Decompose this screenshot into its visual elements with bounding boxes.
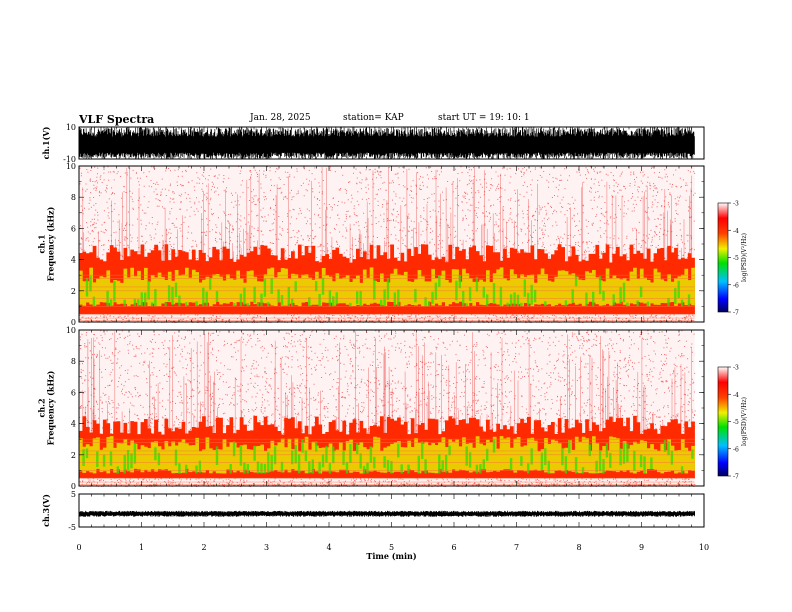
ch1-waveform-trace (78, 127, 695, 159)
y-tick-label: 10 (66, 123, 76, 132)
x-tick-label: 6 (451, 543, 456, 552)
y-tick-label: 0 (71, 482, 76, 491)
x-tick-label: 9 (639, 543, 644, 552)
y-tick-label: 2 (71, 287, 76, 296)
y-tick-label: 2 (71, 451, 76, 460)
y-tick-label: 0 (71, 318, 76, 327)
x-tick-label: 7 (514, 543, 519, 552)
colorbar-label: log(PSD)(V²/Hz) (741, 397, 748, 446)
colorbar-tick-label: -5 (733, 419, 739, 426)
x-tick-label: 2 (201, 543, 206, 552)
x-tick-label: 8 (576, 543, 581, 552)
y-axis-label: ch.1 (37, 234, 47, 253)
y-tick-label: 10 (66, 326, 76, 335)
colorbar-label: log(PSD)(V²/Hz) (741, 233, 748, 282)
colorbar-2 (717, 366, 729, 477)
y-tick-label: 6 (71, 388, 76, 397)
y-tick-label: 8 (71, 357, 76, 366)
colorbar-tick-label: -3 (733, 201, 739, 208)
y-tick-label: 5 (71, 490, 76, 499)
colorbar-tick-label: -3 (733, 365, 739, 372)
y-axis-label: ch.1(V) (41, 126, 51, 159)
colorbar-tick-label: -4 (733, 228, 739, 235)
colorbars: -3 -4 -5 -6 -7 log(PSD)(V²/Hz) -3 -4 -5 -6 -7 log(P… (717, 201, 748, 481)
spectrogram-green-band (82, 439, 694, 474)
colorbar-tick-label: -6 (733, 446, 739, 453)
x-tick-label: 1 (139, 543, 144, 552)
spectrogram-noise (79, 330, 696, 487)
colorbar-tick-label: -5 (733, 255, 739, 262)
ch3-waveform-trace (78, 510, 695, 517)
y-tick-label: -10 (63, 155, 76, 164)
chart-title: VLF Spectra (79, 113, 155, 126)
x-tick-label: 10 (699, 543, 709, 552)
ch1-waveform-plot (78, 127, 695, 159)
x-tick-label: 0 (76, 543, 81, 552)
y-tick-label: 6 (71, 224, 76, 233)
colorbar-tick-label: -6 (733, 282, 739, 289)
y-tick-label: 4 (71, 420, 76, 429)
colorbar-tick-label: -7 (733, 474, 739, 481)
date-label: Jan. 28, 2025 (250, 113, 311, 123)
y-tick-label: 10 (66, 162, 76, 171)
y-tick-label: 8 (71, 193, 76, 202)
y-axis-label: ch.3(V) (41, 494, 51, 527)
x-tick-label: 3 (264, 543, 269, 552)
y-tick-label: -5 (68, 523, 76, 532)
colorbar-tick-label: -4 (733, 392, 739, 399)
colorbar-tick-label: -7 (733, 310, 739, 317)
y-axis-label: Frequency (kHz) (46, 206, 56, 281)
y-tick-label: 4 (71, 256, 76, 265)
x-axis-label: Time (min) (366, 551, 416, 561)
station-label: station= KAP (343, 113, 404, 123)
ch1-spectrogram-plot (79, 166, 696, 323)
y-axis-label: ch.2 (37, 398, 47, 417)
ch2-spectrogram-plot (79, 330, 696, 487)
y-axis-label: Frequency (kHz) (46, 370, 56, 445)
x-tick-label: 4 (326, 543, 331, 552)
colorbar-1 (717, 202, 729, 313)
start-time-label: start UT = 19: 10: 1 (438, 113, 530, 123)
x-tick-label: 5 (389, 543, 394, 552)
ch3-waveform-plot (78, 510, 695, 517)
